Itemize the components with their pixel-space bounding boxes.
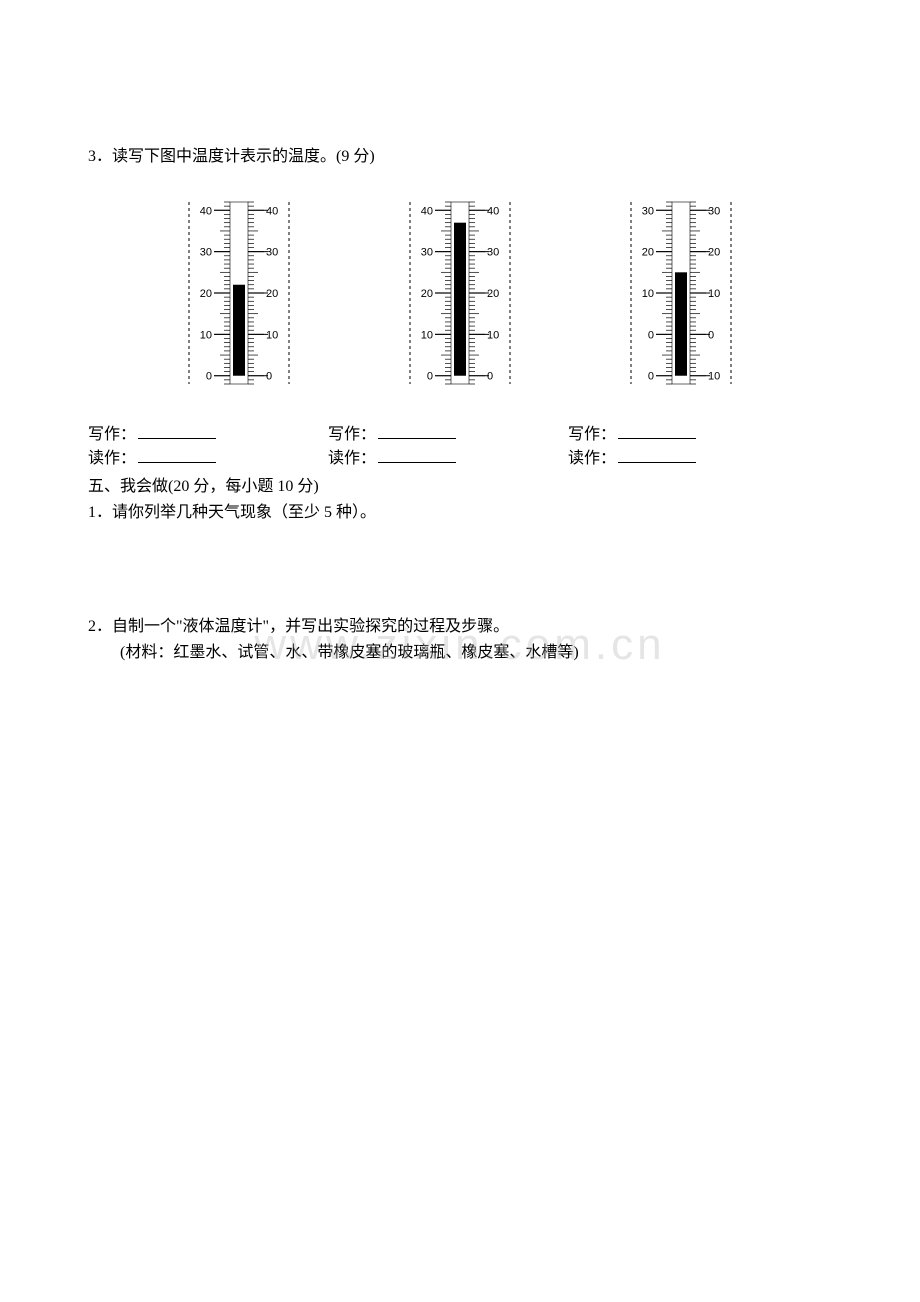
section-5-q2-line1: 2．自制一个"液体温度计"，并写出实验探究的过程及步骤。 <box>88 612 832 636</box>
section-5-q2-line2: (材料：红墨水、试管、水、带橡皮塞的玻璃瓶、橡皮塞、水槽等) <box>88 638 832 662</box>
svg-text:0: 0 <box>487 371 493 383</box>
read-blank-1[interactable] <box>138 447 216 463</box>
svg-text:20: 20 <box>708 247 720 259</box>
read-label-3: 读作： <box>568 444 616 468</box>
read-group-2: 读作： <box>328 444 568 468</box>
svg-text:10: 10 <box>421 329 433 341</box>
svg-text:30: 30 <box>266 247 278 259</box>
svg-text:40: 40 <box>199 205 211 217</box>
svg-text:10: 10 <box>487 329 499 341</box>
svg-text:30: 30 <box>487 247 499 259</box>
svg-text:0: 0 <box>648 329 654 341</box>
write-blank-2[interactable] <box>378 423 456 439</box>
thermometer-svg: 30 30 20 20 10 10 0 0 0 10 <box>627 194 735 392</box>
write-label-2: 写作： <box>328 420 376 444</box>
svg-text:20: 20 <box>199 288 211 300</box>
write-label-1: 写作： <box>88 420 136 444</box>
thermometer-svg: 40 40 30 30 20 20 10 10 0 0 <box>185 194 293 392</box>
write-blank-1[interactable] <box>138 423 216 439</box>
answer-write-row: 写作： 写作： 写作： <box>88 420 832 444</box>
answer-space-1 <box>88 524 832 610</box>
write-group-1: 写作： <box>88 420 328 444</box>
thermometer-1: 40 40 30 30 20 20 10 10 0 0 <box>185 194 293 392</box>
svg-text:20: 20 <box>266 288 278 300</box>
svg-text:30: 30 <box>642 205 654 217</box>
svg-text:10: 10 <box>642 288 654 300</box>
thermometer-2: 40 40 30 30 20 20 10 10 0 0 <box>406 194 514 392</box>
thermometers-row: 4040303020201010004040303020201010003030… <box>88 194 832 392</box>
svg-text:30: 30 <box>421 247 433 259</box>
read-blank-2[interactable] <box>378 447 456 463</box>
section-5-header: 五、我会做(20 分，每小题 10 分) <box>88 472 832 496</box>
read-label-2: 读作： <box>328 444 376 468</box>
answer-read-row: 读作： 读作： 读作： <box>88 444 832 468</box>
svg-text:0: 0 <box>427 371 433 383</box>
svg-text:40: 40 <box>421 205 433 217</box>
svg-text:20: 20 <box>487 288 499 300</box>
svg-text:10: 10 <box>199 329 211 341</box>
svg-text:0: 0 <box>266 371 272 383</box>
svg-text:0: 0 <box>708 329 714 341</box>
thermometer-3: 30 30 20 20 10 10 0 0 0 10 <box>627 194 735 392</box>
svg-text:10: 10 <box>266 329 278 341</box>
svg-text:10: 10 <box>708 371 720 383</box>
read-group-3: 读作： <box>568 444 808 468</box>
read-group-1: 读作： <box>88 444 328 468</box>
section-5-q1: 1．请你列举几种天气现象（至少 5 种）。 <box>88 498 832 522</box>
question-3-header: 3．读写下图中温度计表示的温度。(9 分) <box>88 142 832 166</box>
svg-text:30: 30 <box>708 205 720 217</box>
read-blank-3[interactable] <box>618 447 696 463</box>
svg-text:10: 10 <box>708 288 720 300</box>
svg-text:0: 0 <box>648 371 654 383</box>
write-blank-3[interactable] <box>618 423 696 439</box>
svg-text:0: 0 <box>206 371 212 383</box>
svg-text:20: 20 <box>421 288 433 300</box>
thermometer-svg: 40 40 30 30 20 20 10 10 0 0 <box>406 194 514 392</box>
svg-text:40: 40 <box>487 205 499 217</box>
svg-text:20: 20 <box>642 247 654 259</box>
svg-text:30: 30 <box>199 247 211 259</box>
write-group-2: 写作： <box>328 420 568 444</box>
svg-text:40: 40 <box>266 205 278 217</box>
write-label-3: 写作： <box>568 420 616 444</box>
read-label-1: 读作： <box>88 444 136 468</box>
write-group-3: 写作： <box>568 420 808 444</box>
